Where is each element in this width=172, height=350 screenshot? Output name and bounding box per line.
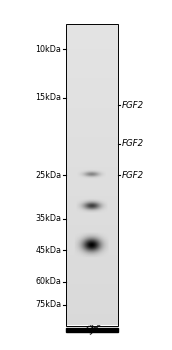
Text: FGF2: FGF2 xyxy=(122,100,144,110)
Text: SKOV3: SKOV3 xyxy=(85,306,115,337)
Text: FGF2: FGF2 xyxy=(122,170,144,180)
Bar xyxy=(66,328,118,332)
Text: 60kDa: 60kDa xyxy=(36,277,61,286)
Bar xyxy=(66,25,118,326)
Text: FGF2: FGF2 xyxy=(122,139,144,148)
Text: 25kDa: 25kDa xyxy=(35,170,61,180)
Text: 45kDa: 45kDa xyxy=(35,246,61,255)
Text: 15kDa: 15kDa xyxy=(35,93,61,103)
Text: 35kDa: 35kDa xyxy=(35,214,61,223)
Text: 10kDa: 10kDa xyxy=(36,44,61,54)
Text: 75kDa: 75kDa xyxy=(35,300,61,309)
